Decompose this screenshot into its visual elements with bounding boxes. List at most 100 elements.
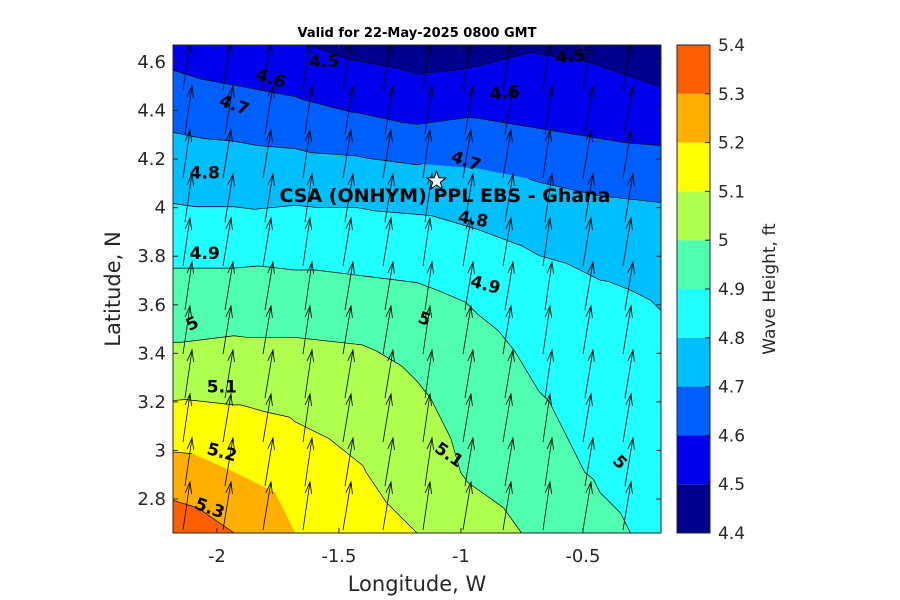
- wave-arrow: [304, 260, 314, 311]
- wave-arrow: [424, 84, 434, 135]
- wave-arrow: [382, 392, 393, 443]
- wave-arrow: [582, 392, 593, 443]
- y-tick-label: 3.8: [137, 246, 166, 267]
- wave-arrow: [384, 436, 395, 487]
- colorbar-segment: [677, 191, 710, 241]
- wave-arrow: [542, 216, 552, 267]
- wave-arrow: [422, 480, 432, 531]
- wave-arrow: [462, 45, 473, 91]
- contour-line-7: [173, 399, 418, 533]
- x-tick-label: -1: [452, 546, 470, 567]
- wave-arrow: [222, 216, 233, 267]
- colorbar-segment: [677, 45, 710, 94]
- wave-arrow: [424, 260, 434, 311]
- wave-arrow: [464, 84, 475, 135]
- wave-arrow: [622, 392, 633, 443]
- wave-arrow: [502, 480, 513, 531]
- wave-arrow: [462, 480, 473, 531]
- wave-arrow: [382, 480, 393, 531]
- contour-line-6: [173, 335, 522, 533]
- wave-arrow: [663, 306, 672, 354]
- wave-arrow: [264, 348, 275, 399]
- wave-arrow: [422, 304, 432, 355]
- wave-arrow: [544, 260, 554, 311]
- wave-arrow: [582, 216, 593, 267]
- colorbar-segment: [677, 289, 710, 338]
- x-tick-label: -0.5: [565, 546, 600, 567]
- contour-lines: [173, 45, 661, 533]
- wave-arrow: [342, 392, 353, 443]
- wave-arrow: [264, 84, 275, 135]
- colorbar-tick-label: 4.5: [718, 475, 745, 495]
- wave-arrow: [344, 436, 355, 487]
- wave-arrow: [384, 84, 395, 135]
- wave-arrow: [382, 45, 393, 91]
- y-axis-label: Latitude, N: [101, 231, 125, 347]
- wave-arrow: [222, 392, 233, 443]
- contour-line-3: [173, 132, 661, 203]
- wave-arrow: [464, 172, 475, 223]
- wave-arrow: [462, 392, 473, 443]
- colorbar: 4.4 4.5 4.6 4.7 4.8 4.9 5 5.1 5.2 5.3 5.4: [676, 36, 745, 544]
- contour-label: 4.8: [190, 164, 220, 184]
- wave-arrow: [502, 45, 513, 91]
- contour-label: 4.5: [555, 46, 587, 69]
- wave-arrow: [544, 172, 554, 223]
- site-label: CSA (ONHYM) PPL EBS - Ghana: [279, 185, 610, 207]
- y-tick-label: 3.2: [137, 392, 166, 413]
- wave-arrow: [222, 128, 233, 179]
- wave-arrow: [624, 348, 635, 399]
- y-tick-label: 4.2: [137, 149, 166, 170]
- plot-frame: [172, 44, 662, 534]
- wave-arrow: [342, 216, 353, 267]
- colorbar-segment: [677, 337, 710, 387]
- wave-arrow: [342, 128, 353, 179]
- colorbar-segment: [677, 240, 710, 289]
- wave-arrow: [182, 392, 192, 443]
- y-tick-label: 3.6: [137, 295, 166, 316]
- contour-label: 4.9: [190, 244, 220, 264]
- wave-arrow: [182, 45, 192, 91]
- wave-arrow: [462, 304, 473, 355]
- wave-arrow: [224, 84, 235, 135]
- contour-line-5: [173, 265, 631, 533]
- colorbar-segment: [677, 484, 710, 533]
- wave-arrow: [624, 260, 635, 311]
- wave-arrow: [622, 216, 633, 267]
- wave-arrow: [184, 172, 194, 223]
- wave-arrow: [304, 172, 314, 223]
- wave-arrow: [264, 436, 275, 487]
- wave-arrow: [264, 260, 275, 311]
- wave-arrow: [384, 172, 395, 223]
- wave-arrow: [622, 304, 633, 355]
- wave-arrow: [462, 216, 473, 267]
- wave-arrow: [304, 436, 314, 487]
- wave-arrow: [342, 480, 353, 531]
- wave-arrow: [302, 128, 312, 179]
- wave-arrow: [184, 436, 194, 487]
- wave-arrow: [663, 482, 672, 530]
- wave-arrow: [264, 172, 275, 223]
- wave-arrow: [663, 130, 672, 178]
- wave-arrow: [622, 480, 633, 531]
- wave-arrow: [422, 216, 432, 267]
- wave-arrow: [344, 84, 355, 135]
- wave-arrow: [222, 304, 233, 355]
- wave-arrow: [344, 348, 355, 399]
- wave-arrow: [665, 86, 674, 134]
- wave-arrow: [262, 392, 273, 443]
- wave-arrow: [384, 260, 395, 311]
- y-axis: 2.8 3 3.2 3.4 3.6 3.8 4 4.2 4.4 4.6: [137, 52, 661, 510]
- wave-arrow: [222, 480, 233, 531]
- wave-arrow: [542, 304, 552, 355]
- wave-arrow: [584, 260, 595, 311]
- wave-arrow: [624, 436, 635, 487]
- wave-arrow: [622, 45, 633, 91]
- wave-arrow: [624, 84, 635, 135]
- wave-arrow: [182, 480, 192, 531]
- wave-arrow: [222, 45, 233, 91]
- wave-arrow: [462, 128, 473, 179]
- wave-arrow: [422, 128, 432, 179]
- wave-arrow: [584, 172, 595, 223]
- wave-arrow: [464, 436, 475, 487]
